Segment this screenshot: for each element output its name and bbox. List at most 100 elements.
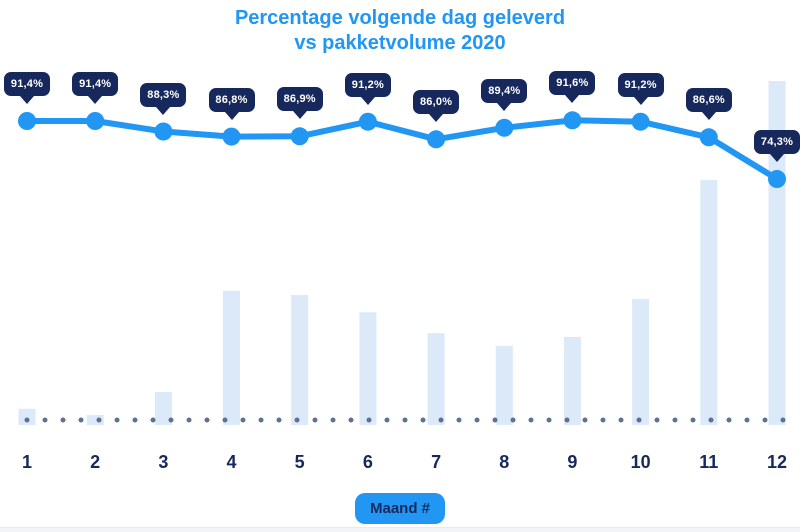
volume-bar-8	[495, 345, 513, 425]
volume-bar-9	[563, 336, 581, 425]
value-badge-label: 86,6%	[692, 94, 725, 107]
baseline-dot	[42, 417, 48, 423]
baseline-dot	[762, 417, 768, 423]
baseline-dot	[528, 417, 534, 423]
volume-bar-2	[86, 415, 104, 425]
baseline-dot	[258, 417, 264, 423]
baseline-dot	[600, 417, 606, 423]
baseline-dot	[312, 417, 318, 423]
value-badge-5: 86,9%	[276, 87, 323, 112]
baseline-dot	[456, 417, 462, 423]
value-badge-2: 91,4%	[72, 72, 119, 96]
x-tick-11: 11	[699, 452, 719, 472]
value-badge-label: 91,4%	[10, 78, 44, 90]
baseline-dot	[744, 417, 750, 423]
line-marker-5	[290, 127, 309, 146]
chart-title: Percentage volgende dag geleverd vs pakk…	[0, 6, 800, 56]
baseline-dot	[114, 417, 120, 423]
value-badge-label: 86,9%	[283, 93, 316, 106]
x-tick-1: 1	[21, 452, 32, 472]
line-marker-3	[154, 122, 173, 141]
baseline-dot	[240, 417, 246, 423]
value-badge-8: 89,4%	[481, 78, 528, 103]
baseline-dot	[402, 417, 408, 423]
footer-strip	[0, 527, 800, 532]
baseline-dot	[24, 417, 30, 423]
baseline-dot	[510, 417, 516, 423]
volume-bar-12	[768, 81, 786, 425]
baseline-dot	[672, 417, 678, 423]
baseline-dot	[780, 417, 786, 423]
baseline-dot	[726, 417, 732, 423]
baseline-dot	[150, 417, 156, 423]
x-tick-12: 12	[766, 452, 788, 472]
baseline-dot	[384, 417, 390, 423]
baseline-dot	[348, 417, 354, 423]
baseline-dot	[366, 417, 372, 423]
baseline-dot	[276, 417, 282, 423]
baseline-dot	[582, 417, 588, 423]
baseline-dot	[708, 417, 714, 423]
x-axis-label-badge: Maand #	[354, 493, 446, 524]
volume-bar-6	[359, 312, 377, 425]
x-tick-7: 7	[431, 452, 442, 472]
line-marker-1	[18, 112, 36, 130]
baseline-dot	[96, 417, 102, 423]
line-marker-4	[222, 127, 241, 146]
value-badge-1: 91,4%	[4, 72, 50, 96]
baseline-dot	[546, 417, 552, 423]
value-badge-9: 91,6%	[549, 71, 596, 96]
x-tick-5: 5	[294, 452, 305, 472]
baseline-dot	[690, 417, 696, 423]
baseline-dot	[618, 417, 624, 423]
value-badge-4: 86,8%	[208, 87, 255, 112]
line-marker-11	[699, 128, 718, 147]
volume-bar-1	[18, 408, 36, 425]
x-tick-4: 4	[226, 452, 237, 472]
line-marker-7	[427, 130, 446, 149]
value-badge-6: 91,2%	[344, 72, 391, 97]
x-tick-6: 6	[362, 452, 373, 472]
value-badge-label: 88,3%	[147, 88, 180, 101]
value-badge-label: 91,4%	[79, 78, 112, 90]
baseline-dot	[60, 417, 66, 423]
baseline-dot	[564, 417, 570, 423]
value-badge-label: 74,3%	[760, 136, 794, 148]
baseline-dot	[420, 417, 426, 423]
baseline-dot	[294, 417, 300, 423]
x-tick-10: 10	[630, 452, 651, 472]
value-badge-label: 91,2%	[624, 78, 657, 91]
baseline-dot	[654, 417, 660, 423]
chart-title-line1: Percentage volgende dag geleverd	[234, 7, 566, 29]
value-badge-3: 88,3%	[140, 82, 187, 107]
baseline-dot	[222, 417, 228, 423]
x-tick-3: 3	[158, 452, 169, 472]
x-tick-9: 9	[567, 452, 578, 472]
line-marker-12	[768, 170, 786, 188]
value-badge-label: 91,6%	[556, 77, 589, 90]
baseline-dot	[438, 417, 444, 423]
line-marker-8	[495, 118, 514, 137]
volume-bar-11	[700, 180, 718, 425]
line-marker-6	[358, 112, 377, 131]
value-badge-7: 86,0%	[413, 90, 460, 115]
volume-bar-10	[632, 299, 650, 425]
line-marker-9	[563, 111, 582, 130]
volume-bar-4	[223, 290, 240, 425]
baseline-dot	[186, 417, 192, 423]
value-badge-label: 86,8%	[215, 93, 248, 106]
value-badge-label: 86,0%	[419, 96, 453, 109]
baseline-dot	[78, 417, 84, 423]
baseline-dot	[204, 417, 210, 423]
baseline-dot	[474, 417, 480, 423]
value-badge-label: 89,4%	[488, 84, 521, 97]
baseline-dot	[330, 417, 336, 423]
baseline-dot	[636, 417, 642, 423]
value-badge-label: 91,2%	[351, 78, 384, 91]
chart-title-line2: vs pakketvolume 2020	[294, 32, 506, 54]
value-badge-11: 86,6%	[685, 88, 732, 113]
x-tick-8: 8	[499, 452, 510, 472]
baseline-dot	[168, 417, 174, 423]
